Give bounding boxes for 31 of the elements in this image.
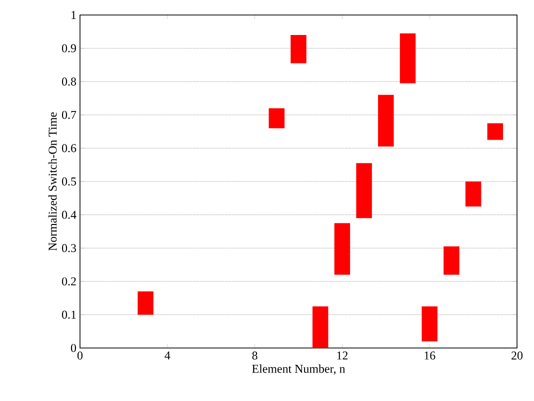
y-tick-label: 0.8 (62, 78, 76, 86)
bar (422, 306, 438, 342)
x-tick-label: 16 (424, 352, 436, 360)
bar (487, 123, 504, 140)
bar (465, 182, 482, 206)
x-tick-label: 12 (337, 352, 348, 360)
bar (378, 94, 394, 147)
y-tick-label: 0.3 (62, 244, 76, 252)
x-tick-label: 0 (77, 352, 83, 360)
bar (312, 306, 328, 348)
bar (356, 163, 372, 218)
y-tick-label: 0.6 (62, 144, 76, 152)
bar (444, 246, 460, 275)
x-axis-title: Element Number, n (252, 364, 346, 375)
y-tick-label: 0.5 (62, 177, 76, 186)
bar (334, 223, 350, 275)
y-tick-label: 0.9 (62, 44, 76, 52)
y-axis-title: Normalized Switch-On Time (48, 112, 57, 251)
x-tick-label: 4 (164, 352, 170, 360)
y-tick-label: 0.7 (62, 110, 76, 119)
y-tick-label: 0.2 (62, 277, 76, 286)
bar (290, 34, 306, 64)
y-tick-label: 1 (72, 11, 76, 19)
y-tick-label: 0.4 (62, 210, 76, 219)
x-tick-label: 20 (512, 352, 523, 360)
x-tick-label: 8 (252, 352, 258, 360)
bar (400, 33, 416, 84)
bar (138, 291, 154, 315)
bar (268, 108, 285, 128)
y-tick-label: 0 (70, 344, 76, 352)
y-tick-label: 0.1 (62, 310, 76, 319)
